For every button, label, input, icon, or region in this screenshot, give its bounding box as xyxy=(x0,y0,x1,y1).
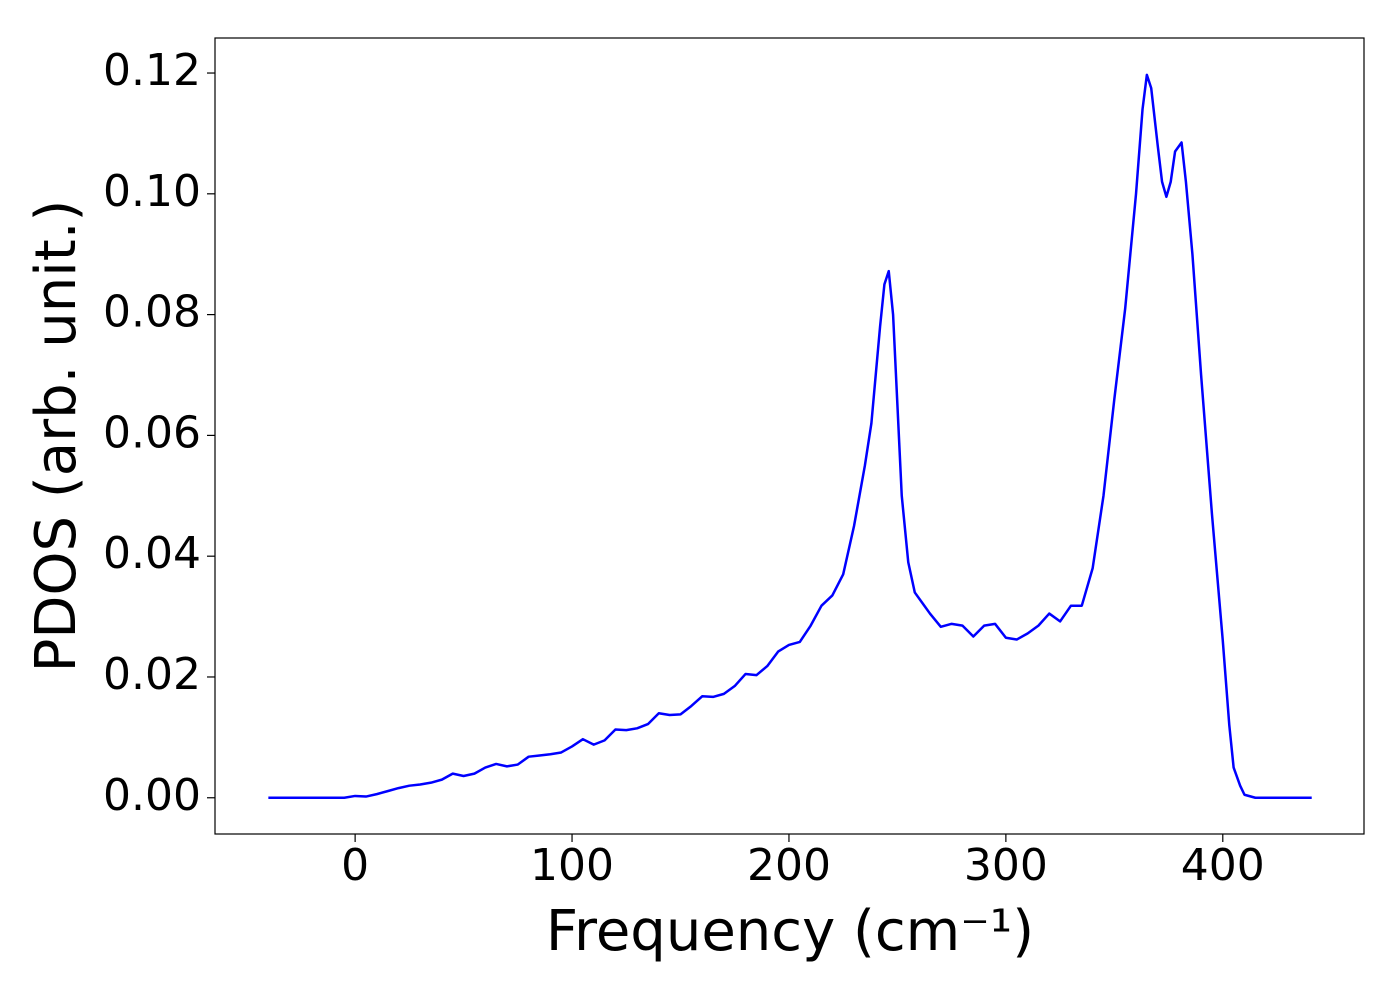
y-tick-label: 0.04 xyxy=(103,528,201,579)
y-tick-label: 0.02 xyxy=(103,649,201,700)
y-tick-label: 0.08 xyxy=(103,287,201,338)
x-tick-label: 0 xyxy=(341,840,369,891)
x-tick-label: 300 xyxy=(964,840,1048,891)
x-axis-label: Frequency (cm⁻¹) xyxy=(546,899,1034,964)
y-tick-label: 0.10 xyxy=(103,166,201,217)
data-line xyxy=(268,73,1312,800)
plot-frame xyxy=(214,37,1365,835)
x-tick-label: 200 xyxy=(747,840,831,891)
x-tick-label: 400 xyxy=(1181,840,1265,891)
x-tick-label: 100 xyxy=(530,840,614,891)
y-tick-label: 0.00 xyxy=(103,770,201,821)
y-axis-label: PDOS (arb. unit.) xyxy=(24,200,89,673)
y-tick-label: 0.12 xyxy=(103,45,201,96)
y-tick-label: 0.06 xyxy=(103,407,201,458)
